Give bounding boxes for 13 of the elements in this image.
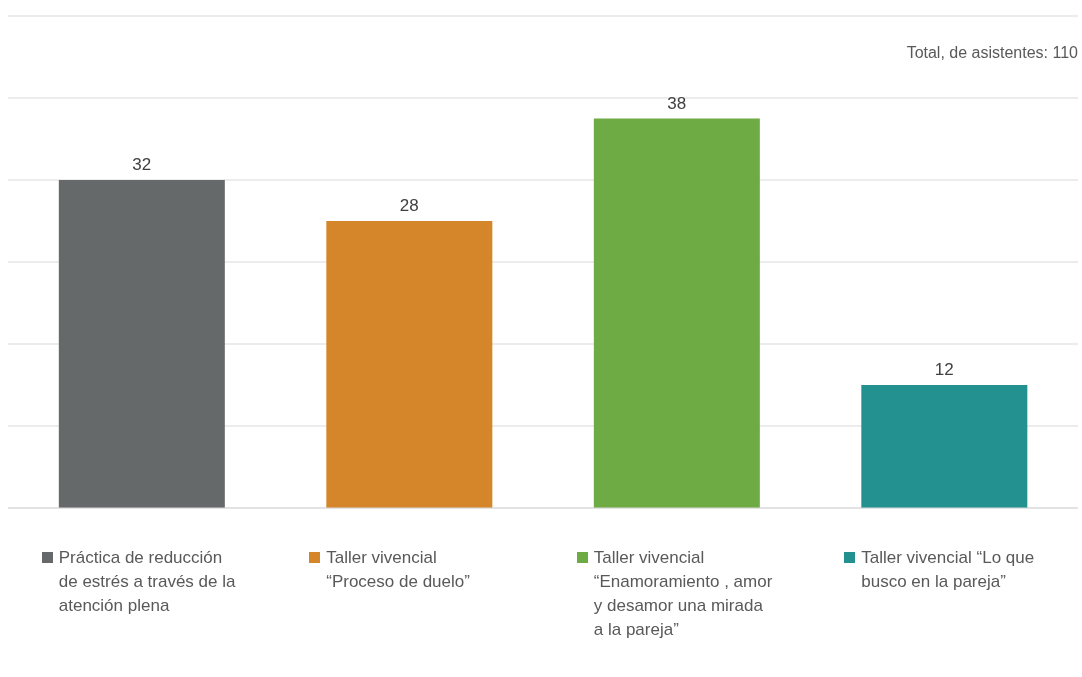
bar [58,180,225,508]
data-label: 38 [667,93,687,113]
x-tick-label: Práctica de reducción de estrés a través de la atención plena [58,547,237,617]
data-label: 28 [399,196,419,215]
bar [326,221,493,508]
annotation: Total, de asistentes: 110 [906,44,1078,62]
data-label: 12 [934,360,954,379]
x-tick-label: Taller vivencial “Enamoramiento , amor y desamor una mirada a la pareja” [593,547,774,641]
data-label: 32 [132,155,152,174]
x-tick-label: Taller vivencial “Lo que busco en la pareja” [861,547,1036,593]
x-tick-label: Taller vivencial “Proceso de duelo” [326,547,471,593]
bar [593,118,760,508]
bar [861,385,1028,508]
